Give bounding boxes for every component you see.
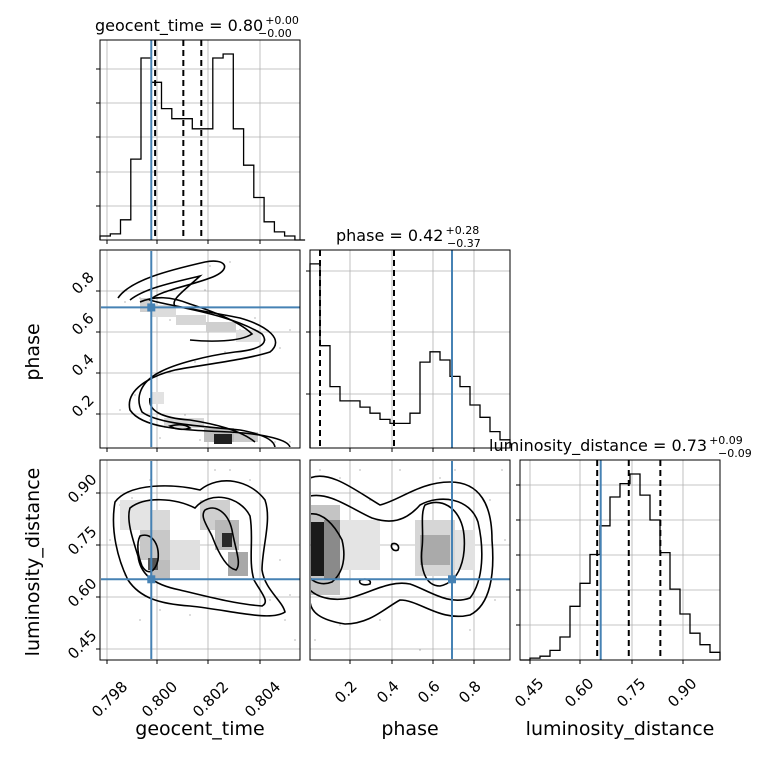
panel-phase-vs-luminosity-distance: 0.2 0.4 0.6 0.8 phase	[309, 459, 511, 740]
contours	[112, 480, 286, 617]
x-ticks	[529, 660, 684, 664]
x-tick-label-phase-0.8: 0.8	[455, 677, 485, 707]
grid-lines	[100, 250, 300, 448]
x-tick-label-ld-0.75: 0.75	[613, 674, 649, 710]
y-ticks	[96, 492, 100, 650]
y-tick-label-phase-0.2: 0.2	[68, 391, 98, 421]
panel-geocent-time-hist: geocent_time = 0.80 +0.00 −0.00	[95, 14, 306, 244]
title-minus: −0.09	[718, 447, 752, 460]
x-tick-label-gt-0.802: 0.802	[189, 678, 232, 721]
title-phase: phase = 0.42 +0.28 −0.37	[336, 224, 481, 250]
panel-frame	[99, 459, 301, 661]
histogram-geocent-time	[99, 53, 306, 241]
y-ticks	[516, 484, 520, 626]
y-tick-label-ld-0.45: 0.45	[64, 626, 100, 662]
y-tick-label-phase-0.6: 0.6	[68, 309, 98, 339]
x-tick-label-phase-0.4: 0.4	[373, 677, 403, 707]
title-plus: +0.28	[445, 224, 479, 237]
density-layer	[101, 461, 300, 659]
title-plus: +0.00	[265, 14, 299, 27]
x-axis-label-phase: phase	[381, 718, 438, 740]
x-ticks	[106, 660, 261, 664]
y-tick-label-phase-0.8: 0.8	[68, 268, 98, 298]
panel-frame	[99, 249, 301, 449]
histogram-phase	[309, 263, 511, 448]
panel-phase-hist: phase = 0.42 +0.28 −0.37	[306, 224, 511, 452]
y-ticks	[96, 290, 100, 415]
title-minus: −0.37	[447, 237, 481, 250]
y-ticks	[306, 270, 310, 395]
x-ticks	[106, 240, 261, 244]
title-minus: −0.00	[258, 27, 292, 40]
grid-lines	[310, 250, 510, 448]
y-tick-label-ld-0.60: 0.60	[64, 574, 100, 610]
truth-marker	[448, 575, 456, 584]
density-layer	[311, 461, 510, 659]
panel-frame	[309, 459, 511, 661]
x-axis-label-luminosity-distance: luminosity_distance	[526, 718, 715, 740]
y-tick-label-ld-0.75: 0.75	[64, 522, 100, 558]
title-geocent-time: geocent_time = 0.80 +0.00 −0.00	[95, 14, 299, 40]
panel-luminosity-distance-hist: luminosity_distance = 0.73 +0.09 −0.09	[489, 434, 752, 664]
panel-frame	[519, 459, 721, 661]
grid-lines	[100, 40, 300, 240]
x-ticks	[349, 660, 475, 664]
density-layer	[101, 251, 300, 447]
panel-frame	[309, 249, 511, 449]
x-axis-label-geocent-time: geocent_time	[135, 718, 264, 740]
y-ticks	[96, 68, 100, 207]
ld-x-labels: 0.45 0.60 0.75 0.90 luminosity_distance	[511, 674, 714, 740]
quantile-lines-geocent-time	[154, 40, 203, 240]
quantile-lines-luminosity-distance	[596, 460, 662, 660]
x-tick-label-gt-0.800: 0.800	[138, 678, 181, 721]
x-tick-label-gt-0.804: 0.804	[241, 678, 284, 721]
panel-geocent-time-vs-phase: 0.2 0.4 0.6 0.8 phase	[22, 249, 301, 452]
x-tick-label-ld-0.45: 0.45	[511, 674, 547, 710]
x-tick-label-phase-0.2: 0.2	[331, 677, 361, 707]
panel-geocent-time-vs-luminosity-distance: 0.45 0.60 0.75 0.90 luminosity_distance …	[22, 459, 301, 740]
quantile-lines-phase	[319, 250, 453, 448]
density-blocks	[120, 500, 248, 580]
panel-frame	[99, 39, 301, 241]
scatter-points	[119, 261, 291, 443]
contours	[311, 475, 494, 625]
truth-marker	[147, 575, 156, 584]
histogram-luminosity-distance	[520, 473, 721, 661]
x-tick-label-ld-0.60: 0.60	[561, 674, 597, 710]
y-axis-label-phase: phase	[22, 323, 44, 380]
contours	[117, 260, 291, 447]
x-ticks	[349, 448, 475, 452]
x-tick-label-phase-0.6: 0.6	[414, 677, 444, 707]
truth-marker	[147, 303, 156, 312]
title-plus: +0.09	[709, 434, 743, 447]
y-tick-label-ld-0.90: 0.90	[64, 470, 100, 506]
x-tick-label-gt-0.798: 0.798	[88, 678, 131, 721]
y-tick-label-phase-0.4: 0.4	[68, 350, 98, 380]
y-axis-label-luminosity-distance: luminosity_distance	[22, 468, 44, 657]
title-luminosity-distance: luminosity_distance = 0.73 +0.09 −0.09	[489, 434, 752, 460]
grid-lines	[520, 460, 720, 660]
scatter-points	[314, 469, 506, 651]
x-tick-label-ld-0.90: 0.90	[664, 674, 700, 710]
x-ticks	[106, 448, 261, 452]
